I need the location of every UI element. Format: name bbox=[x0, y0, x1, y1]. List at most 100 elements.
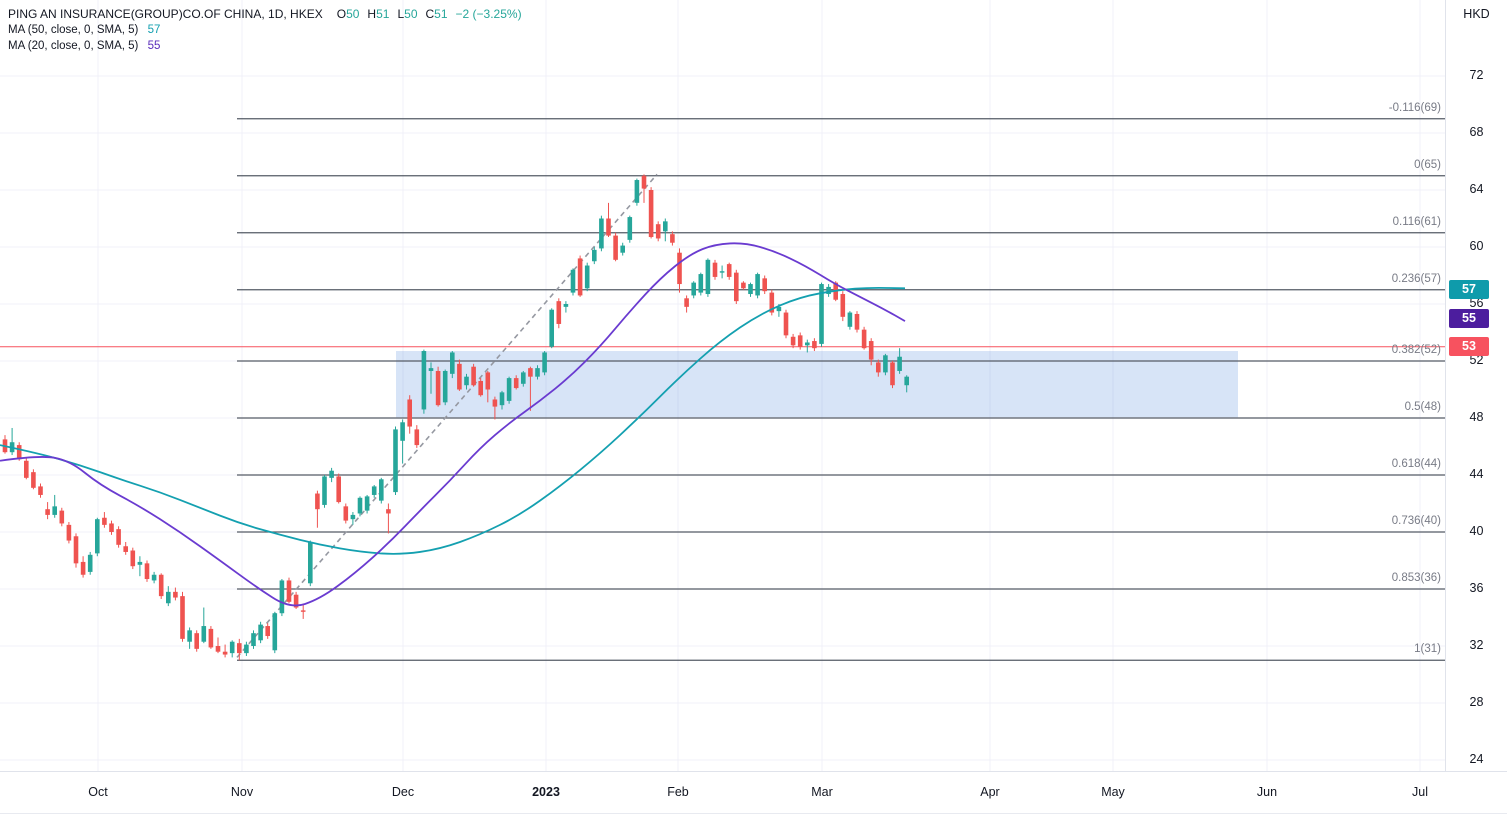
candle-body bbox=[329, 470, 334, 478]
candle-body bbox=[130, 550, 136, 567]
candle-body bbox=[478, 380, 483, 396]
candle-body bbox=[783, 312, 789, 336]
zone-box-drawing[interactable] bbox=[396, 351, 1238, 418]
candle-body bbox=[861, 329, 867, 349]
indicator-row-ma20[interactable]: MA (20, close, 0, SMA, 5) 55 bbox=[8, 38, 522, 54]
candle-body bbox=[102, 517, 107, 525]
dashed-trendline[interactable] bbox=[236, 173, 658, 658]
candle-body bbox=[542, 352, 547, 373]
time-axis-label-Oct: Oct bbox=[88, 785, 108, 799]
candle-body bbox=[180, 596, 185, 639]
time-axis-label-Apr: Apr bbox=[980, 785, 1000, 799]
ma50-line bbox=[0, 286, 906, 555]
fib-level-label: 0.382(52) bbox=[1391, 344, 1441, 356]
candle-body bbox=[87, 554, 93, 572]
candle-body bbox=[31, 472, 36, 488]
time-axis-label-2023: 2023 bbox=[532, 785, 560, 799]
candle-body bbox=[556, 301, 562, 324]
price-tick-label: 64 bbox=[1469, 182, 1484, 196]
candlestick-series bbox=[2, 174, 909, 661]
candle-body bbox=[854, 313, 860, 330]
candle-body bbox=[158, 574, 164, 597]
ma20-value: 55 bbox=[147, 40, 161, 52]
candle-body bbox=[109, 523, 114, 532]
candle-body bbox=[464, 376, 469, 386]
candle-body bbox=[570, 269, 576, 293]
price-badge-53: 53 bbox=[1449, 337, 1489, 357]
candle-body bbox=[59, 510, 65, 524]
time-axis[interactable]: Oct Nov Dec 2023 Feb Mar Apr May Jun Jul bbox=[0, 771, 1507, 814]
price-tick-label: 72 bbox=[1469, 68, 1484, 82]
candle-body bbox=[215, 646, 221, 652]
candle-body bbox=[343, 506, 349, 521]
symbol-row[interactable]: PING AN INSURANCE(GROUP)CO.OF CHINA, 1D,… bbox=[8, 6, 522, 22]
moving-average-lines bbox=[0, 242, 906, 607]
candle-body bbox=[641, 175, 647, 189]
indicator-row-ma50[interactable]: MA (50, close, 0, SMA, 5) 57 bbox=[8, 22, 522, 38]
candle-body bbox=[300, 610, 306, 612]
price-tick-label: 36 bbox=[1469, 581, 1484, 595]
candle-body bbox=[528, 368, 533, 377]
candle-body bbox=[812, 341, 817, 349]
price-tick-label: 24 bbox=[1469, 752, 1484, 766]
candle-body bbox=[677, 252, 682, 285]
candle-body bbox=[386, 509, 391, 514]
low-value: 50 bbox=[404, 7, 418, 21]
candle-body bbox=[492, 399, 498, 407]
candle-body bbox=[428, 368, 434, 371]
candle-body bbox=[251, 633, 256, 646]
price-tick-label: 40 bbox=[1469, 524, 1484, 538]
candle-body bbox=[847, 312, 853, 327]
candle-body bbox=[371, 486, 377, 495]
price-tick-label: 28 bbox=[1469, 695, 1484, 709]
candle-body bbox=[393, 429, 398, 493]
close-value: 51 bbox=[434, 7, 448, 21]
candle-body bbox=[513, 378, 519, 389]
candle-body bbox=[648, 190, 654, 238]
price-badge-55: 55 bbox=[1449, 308, 1489, 328]
candle-body bbox=[322, 476, 327, 505]
trendline-drawing[interactable] bbox=[236, 173, 658, 658]
candle-body bbox=[620, 245, 625, 253]
price-tick-label: 52 bbox=[1469, 353, 1484, 367]
candle-body bbox=[38, 486, 43, 495]
ma50-value: 57 bbox=[147, 24, 161, 36]
candle-body bbox=[450, 352, 455, 374]
candle-body bbox=[52, 506, 57, 515]
price-tick-label: 68 bbox=[1469, 125, 1484, 139]
high-value: 51 bbox=[376, 7, 390, 21]
candle-body bbox=[286, 580, 292, 602]
candle-body bbox=[790, 336, 796, 346]
candle-body bbox=[606, 218, 611, 236]
fib-level-label: 0.853(36) bbox=[1391, 572, 1441, 584]
candle-body bbox=[364, 496, 370, 511]
candle-body bbox=[208, 628, 214, 648]
fib-level-label: 0(65) bbox=[1414, 158, 1441, 171]
time-axis-label-Jul: Jul bbox=[1412, 785, 1428, 799]
candle-body bbox=[308, 541, 313, 584]
price-axis[interactable]: HKD 72 68 64 60 56 52 48 44 40 36 32 28 24 57 55 53 bbox=[1445, 0, 1507, 771]
highlight-zone-rect[interactable] bbox=[396, 351, 1238, 418]
candle-body bbox=[499, 392, 505, 406]
candle-body bbox=[80, 561, 86, 575]
time-axis-label-Nov: Nov bbox=[230, 785, 254, 799]
fib-level-label: 0.236(57) bbox=[1391, 272, 1441, 285]
candle-body bbox=[883, 355, 888, 373]
candle-body bbox=[904, 376, 909, 386]
price-tick-label: 32 bbox=[1469, 638, 1484, 652]
candle-body bbox=[521, 372, 526, 384]
candle-body bbox=[471, 366, 476, 386]
time-axis-label-May: May bbox=[1101, 785, 1125, 799]
candle-body bbox=[705, 259, 711, 295]
candle-body bbox=[272, 613, 278, 651]
price-tick-label: 44 bbox=[1469, 467, 1484, 481]
fib-level-label: 0.618(44) bbox=[1391, 458, 1441, 470]
candle-body bbox=[144, 563, 150, 580]
ma20-name: MA (20, close, 0, SMA, 5) bbox=[8, 40, 139, 52]
candle-body bbox=[407, 399, 412, 427]
candle-body bbox=[712, 262, 718, 277]
candle-body bbox=[726, 264, 732, 277]
candle-body bbox=[826, 286, 831, 295]
candle-body bbox=[442, 370, 448, 403]
